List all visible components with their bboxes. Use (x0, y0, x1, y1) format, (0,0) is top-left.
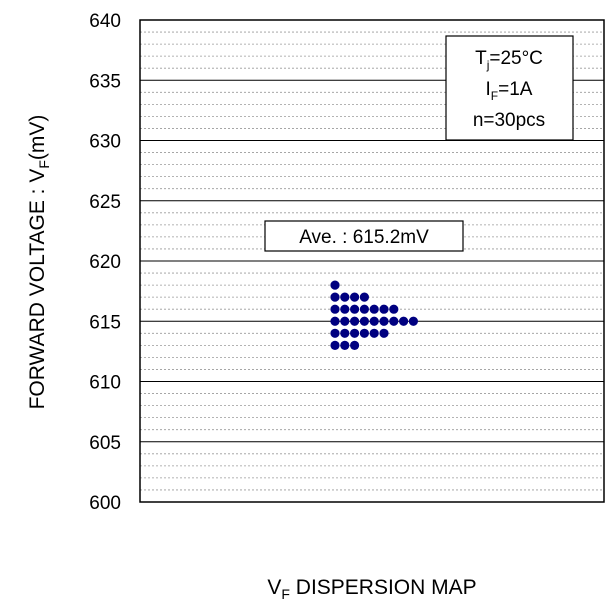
conditions-box-border (445, 35, 574, 141)
y-tick-label: 610 (89, 373, 121, 394)
data-point (369, 328, 379, 338)
condition-sample-count: n=30pcs (473, 110, 545, 131)
data-point (330, 280, 340, 290)
average-box: Ave. : 615.2mV (264, 220, 464, 252)
data-point (369, 304, 379, 314)
data-point (359, 316, 369, 326)
data-point (340, 328, 350, 338)
data-point (389, 304, 399, 314)
plot-frame (139, 19, 605, 503)
data-point (350, 328, 360, 338)
data-point (359, 328, 369, 338)
data-point (350, 316, 360, 326)
y-tick-labels: 600 605 610 615 620 625 630 635 640 (89, 11, 121, 514)
data-point (330, 328, 340, 338)
condition-temperature: Tj=25°C (475, 48, 543, 72)
y-tick-label: 635 (89, 71, 121, 92)
data-point (330, 316, 340, 326)
data-point (350, 292, 360, 302)
data-point (340, 316, 350, 326)
conditions-box: Tj=25°C IF=1A n=30pcs (445, 35, 574, 141)
y-tick-label: 605 (89, 433, 121, 454)
y-tick-label: 640 (89, 11, 121, 32)
data-point (330, 304, 340, 314)
data-point (340, 340, 350, 350)
y-tick-label: 615 (89, 312, 121, 333)
data-point (330, 340, 340, 350)
data-point (369, 316, 379, 326)
data-point (340, 304, 350, 314)
y-tick-label: 620 (89, 252, 121, 273)
y-tick-label: 600 (89, 493, 121, 514)
data-point (389, 316, 399, 326)
major-gridlines (140, 79, 604, 443)
data-point (359, 304, 369, 314)
x-axis-label: VF DISPERSION MAP (267, 576, 476, 602)
y-tick-label: 630 (89, 132, 121, 153)
data-point (350, 304, 360, 314)
data-point (340, 292, 350, 302)
average-label: Ave. : 615.2mV (299, 227, 429, 248)
y-tick-label: 625 (89, 192, 121, 213)
data-point (379, 316, 389, 326)
y-axis-label: FORWARD VOLTAGE : VF(mV) (26, 115, 52, 410)
data-point (408, 316, 418, 326)
data-point (379, 304, 389, 314)
data-point (399, 316, 409, 326)
data-point (379, 328, 389, 338)
data-points (330, 280, 418, 350)
data-point (359, 292, 369, 302)
data-point (330, 292, 340, 302)
condition-current: IF=1A (486, 79, 533, 103)
average-box-border (264, 220, 464, 252)
data-point (350, 340, 360, 350)
